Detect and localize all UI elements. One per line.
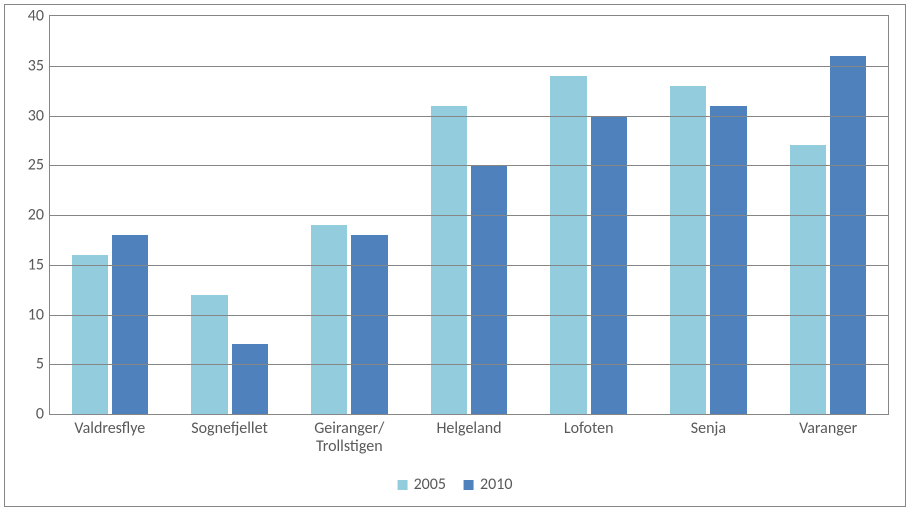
- bar: [351, 235, 387, 414]
- chart-container: ValdresflyeSognefjelletGeiranger/ Trolls…: [4, 4, 906, 507]
- x-tick-label: Sognefjellet: [170, 420, 290, 438]
- y-tick-label: 10: [28, 305, 44, 324]
- bar: [550, 76, 586, 414]
- bar: [311, 225, 347, 414]
- y-tick-label: 20: [28, 206, 44, 225]
- x-tick-label: Valdresflye: [50, 420, 170, 438]
- gridline: [50, 315, 888, 316]
- y-tick-label: 35: [28, 56, 44, 75]
- bar: [232, 344, 268, 414]
- bar: [112, 235, 148, 414]
- gridline: [50, 165, 888, 166]
- plot-area: ValdresflyeSognefjelletGeiranger/ Trolls…: [49, 15, 889, 415]
- legend-label: 2005: [414, 475, 446, 494]
- bar: [431, 106, 467, 414]
- gridline: [50, 265, 888, 266]
- y-tick-label: 25: [28, 156, 44, 175]
- bar: [191, 295, 227, 414]
- x-tick-label: Varanger: [768, 420, 888, 438]
- x-tick-label: Geiranger/ Trollstigen: [289, 420, 409, 457]
- x-tick-label: Helgeland: [409, 420, 529, 438]
- y-tick-label: 5: [36, 355, 44, 374]
- y-tick-label: 40: [28, 7, 44, 26]
- bar: [72, 255, 108, 414]
- bar: [471, 165, 507, 414]
- legend-item: 2010: [464, 475, 512, 494]
- x-tick-label: Senja: [649, 420, 769, 438]
- legend-item: 2005: [398, 475, 446, 494]
- gridline: [50, 215, 888, 216]
- legend: 2005 2010: [398, 475, 513, 494]
- legend-swatch: [398, 480, 408, 490]
- bar: [710, 106, 746, 414]
- x-tick-label: Lofoten: [529, 420, 649, 438]
- y-tick-label: 15: [28, 255, 44, 274]
- y-tick-label: 0: [36, 405, 44, 424]
- y-tick-label: 30: [28, 106, 44, 125]
- bar: [790, 145, 826, 414]
- bar: [830, 56, 866, 414]
- gridline: [50, 66, 888, 67]
- gridline: [50, 116, 888, 117]
- legend-label: 2010: [480, 475, 512, 494]
- gridline: [50, 364, 888, 365]
- legend-swatch: [464, 480, 474, 490]
